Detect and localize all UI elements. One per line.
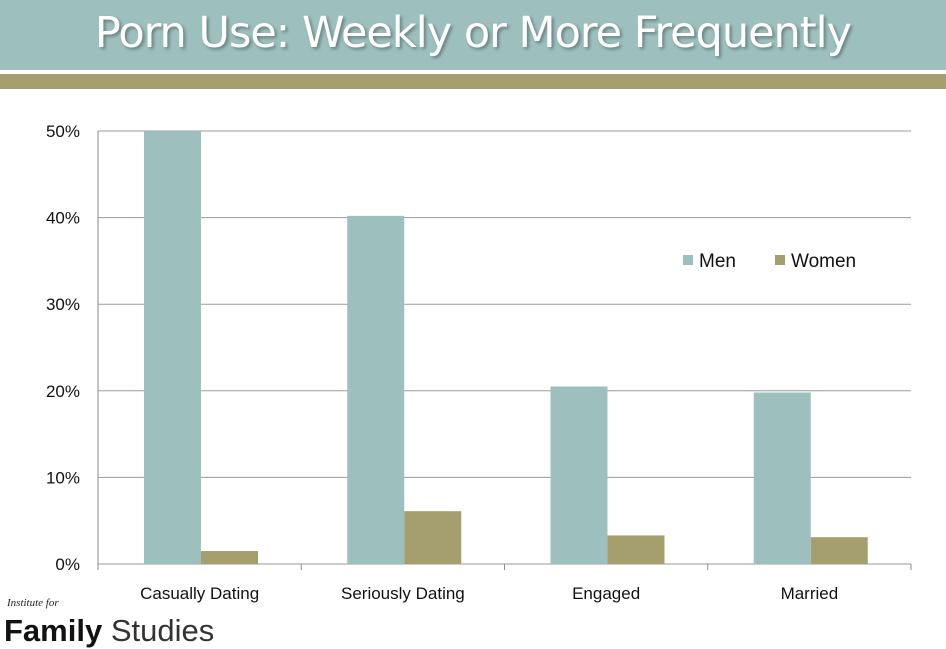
bar-men (347, 215, 405, 565)
y-tick-label: 30% (46, 295, 80, 314)
y-tick-label: 50% (46, 122, 80, 141)
bar-men (550, 386, 608, 564)
y-tick-label: 0% (55, 555, 80, 574)
bar-women (810, 537, 868, 564)
legend-label: Men (699, 251, 736, 272)
bar-women (607, 535, 665, 564)
bar-women (404, 511, 462, 564)
logo-studies-text: Studies (110, 613, 215, 648)
x-tick-label: Seriously Dating (341, 584, 465, 603)
logo-institute-text: Institute for (7, 597, 59, 609)
legend-swatch-men (683, 255, 693, 265)
logo: Family Studies (4, 613, 214, 649)
logo-family-text: Family (4, 613, 103, 648)
bar-men (753, 392, 811, 564)
title-banner: Porn Use: Weekly or More Frequently (0, 0, 946, 70)
y-tick-label: 40% (46, 209, 80, 228)
x-tick-label: Casually Dating (140, 584, 259, 603)
bar-women (201, 551, 258, 564)
legend-swatch-women (775, 255, 785, 265)
divider-white (0, 70, 946, 74)
divider-gold (0, 74, 946, 89)
legend-label: Women (791, 251, 856, 272)
y-tick-label: 10% (46, 468, 80, 487)
x-tick-label: Married (781, 584, 839, 603)
x-tick-label: Engaged (572, 584, 640, 603)
page-title: Porn Use: Weekly or More Frequently (94, 8, 852, 58)
y-tick-label: 20% (46, 382, 80, 401)
bar-men (144, 131, 201, 564)
